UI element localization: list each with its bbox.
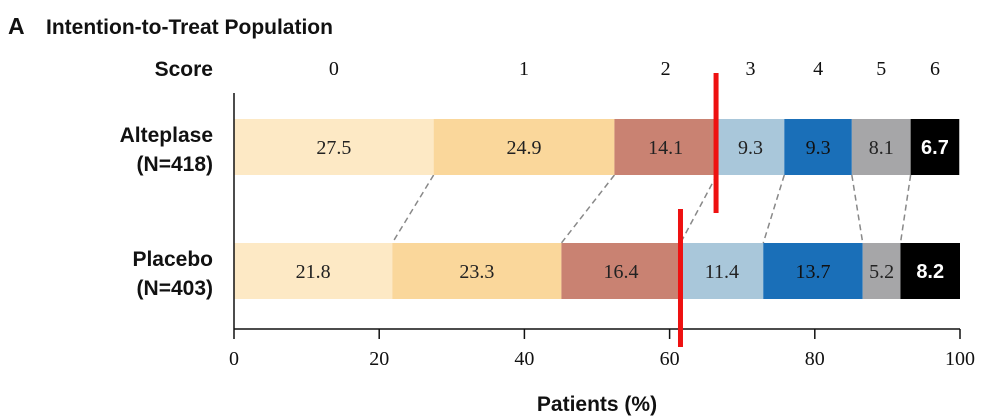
connector-line xyxy=(851,174,864,244)
connector-line xyxy=(762,174,786,244)
group-name: Alteplase xyxy=(120,124,213,147)
x-axis-ticks: 0 20 40 60 80 100 xyxy=(229,329,975,370)
data-label: 27.5 xyxy=(316,137,351,159)
bar-segment xyxy=(680,243,764,299)
score-header: Score xyxy=(155,58,213,81)
connector-line xyxy=(679,174,718,244)
score-label: 3 xyxy=(746,58,756,80)
segment-connectors xyxy=(391,174,912,244)
score-label: 6 xyxy=(930,58,940,80)
bar-segment xyxy=(862,243,901,299)
bar-segment xyxy=(763,243,863,299)
x-tick-label: 0 xyxy=(229,348,239,370)
stacked-bars: 27.5 24.9 14.1 9.3 9.3 8.1 6.7 21.8 23.3 16.4 11.4… xyxy=(234,119,960,299)
x-tick-label: 20 xyxy=(369,348,389,370)
panel-letter: A xyxy=(8,13,25,39)
red-markers xyxy=(677,73,719,347)
bar-segment xyxy=(900,243,960,299)
bar-segment xyxy=(392,243,562,299)
data-label: 24.9 xyxy=(507,137,542,159)
x-axis-label: Patients (%) xyxy=(537,393,657,416)
data-label: 5.2 xyxy=(869,261,894,283)
score-label: 1 xyxy=(519,58,529,80)
data-label: 6.7 xyxy=(921,137,949,159)
score-label: 0 xyxy=(329,58,339,80)
bar-segment xyxy=(234,243,393,299)
score-labels: 0 1 2 3 4 5 6 xyxy=(329,58,940,80)
bar-segment xyxy=(716,119,785,175)
score-label: 4 xyxy=(813,58,823,80)
x-tick-label: 100 xyxy=(945,348,975,370)
connector-line xyxy=(560,174,616,244)
chart-title: Intention-to-Treat Population xyxy=(46,16,333,39)
group-count: (N=403) xyxy=(137,277,213,300)
data-label: 9.3 xyxy=(738,137,763,159)
bar-segment xyxy=(910,119,960,175)
data-label: 8.1 xyxy=(869,137,894,159)
bar-segment xyxy=(234,119,434,175)
group-name: Placebo xyxy=(132,248,213,271)
data-label: 13.7 xyxy=(795,261,830,283)
data-label: 11.4 xyxy=(705,261,739,283)
data-label: 16.4 xyxy=(603,261,638,283)
score-label: 5 xyxy=(876,58,886,80)
x-tick-label: 60 xyxy=(660,348,680,370)
x-tick-label: 40 xyxy=(514,348,534,370)
data-label: 23.3 xyxy=(459,261,494,283)
bar-segment xyxy=(851,119,911,175)
data-label: 8.2 xyxy=(916,261,944,283)
bar-segment xyxy=(614,119,717,175)
group-count: (N=418) xyxy=(137,153,213,176)
connector-line xyxy=(899,174,912,244)
data-label: 14.1 xyxy=(648,137,683,159)
connector-line xyxy=(391,174,435,244)
group-labels: Alteplase (N=418) Placebo (N=403) xyxy=(120,124,213,300)
x-tick-label: 80 xyxy=(805,348,825,370)
data-label: 21.8 xyxy=(296,261,331,283)
bar-segment xyxy=(784,119,852,175)
score-label: 2 xyxy=(661,58,671,80)
data-label: 9.3 xyxy=(806,137,831,159)
bar-segment xyxy=(561,243,681,299)
bar-segment xyxy=(433,119,615,175)
